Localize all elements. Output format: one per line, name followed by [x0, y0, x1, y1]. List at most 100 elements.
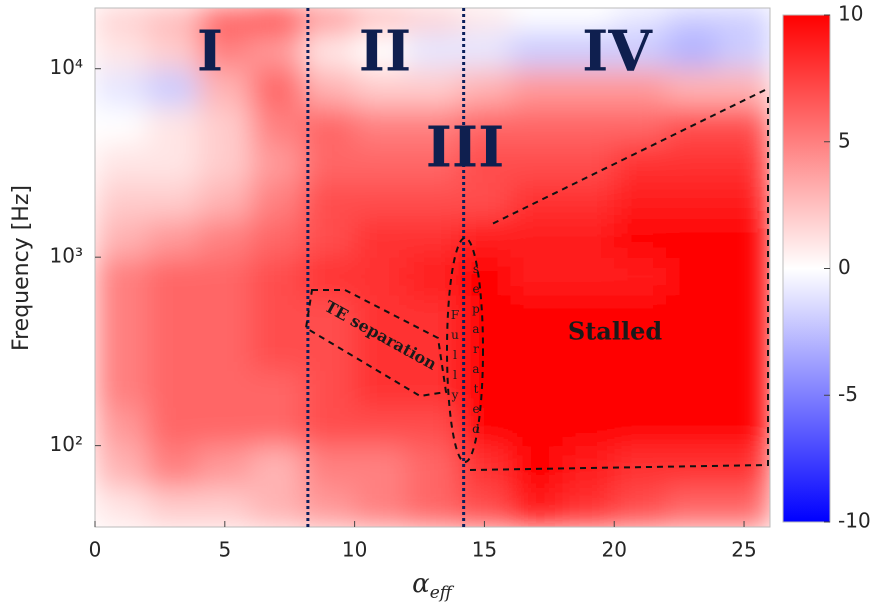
heatmap-cell [198, 68, 252, 108]
y-tick-label: 10³ [50, 244, 83, 268]
heatmap-cell [146, 332, 200, 372]
heatmap-cell [666, 294, 719, 333]
heatmap-cell [614, 332, 667, 372]
heatmap-cell [302, 8, 356, 31]
te-separation-outline [304, 289, 448, 398]
heatmap-cell [198, 407, 252, 447]
heatmap-cell [510, 68, 563, 108]
annotation: separated [469, 262, 483, 442]
heatmap-cell [510, 106, 563, 145]
heatmap-cell [198, 30, 252, 70]
heatmap-cell [95, 407, 148, 447]
heatmap-cell [198, 445, 252, 488]
heatmap-cell [718, 257, 770, 296]
heatmap-cell [718, 445, 770, 488]
x-tick-label: 15 [472, 538, 497, 562]
heatmap-cell [718, 182, 770, 220]
heatmap-cell [354, 68, 408, 108]
heatmap-cell [95, 68, 148, 108]
heatmap-cell [302, 407, 356, 447]
heatmap-cell [250, 143, 304, 183]
x-axis-label: αeff [412, 569, 455, 603]
heatmap-cell [198, 143, 252, 183]
annotation: Stalled [568, 317, 662, 346]
heatmap-cell [406, 257, 459, 296]
heatmap-cell [354, 106, 408, 145]
heatmap-cell [95, 8, 148, 31]
heatmap-cell [198, 182, 252, 220]
heatmap-cell [666, 370, 719, 408]
heatmap-cell [198, 257, 252, 296]
heatmap-cell [718, 332, 770, 372]
heatmap-cell [354, 487, 408, 527]
heatmap-cell [198, 487, 252, 527]
heatmap-cell [95, 218, 148, 258]
heatmap-cell [718, 8, 770, 31]
heatmap-cell [302, 182, 356, 220]
heatmap-cell [666, 332, 719, 372]
heatmap-cell [95, 143, 148, 183]
heatmap-cell [302, 30, 356, 70]
heatmap [95, 8, 770, 527]
heatmap-cell [458, 68, 511, 108]
heatmap-cell [406, 143, 459, 183]
heatmap-cell [510, 30, 563, 70]
heatmap-cell [146, 218, 200, 258]
heatmap-cell [458, 30, 511, 70]
heatmap-cell [406, 68, 459, 108]
heatmap-cell [458, 332, 511, 372]
heatmap-cell [406, 487, 459, 527]
plot-frame [94, 7, 771, 528]
heatmap-cell [250, 487, 304, 527]
x-label-subscript: eff [430, 583, 455, 603]
heatmap-cell [666, 407, 719, 447]
heatmap-cell [250, 218, 304, 258]
heatmap-cell [562, 407, 615, 447]
heatmap-cell [614, 106, 667, 145]
heatmap-cell [562, 332, 615, 372]
heatmap-cell [718, 370, 770, 408]
heatmap-cell [458, 8, 511, 31]
heatmap-cell [146, 68, 200, 108]
stalled-outline [469, 89, 769, 471]
heatmap-cell [354, 182, 408, 220]
heatmap-cell [510, 407, 563, 447]
heatmap-cell [458, 218, 511, 258]
heatmap-cell [666, 257, 719, 296]
heatmap-cell [510, 218, 563, 258]
heatmap-cell [146, 445, 200, 488]
heatmap-cell [250, 294, 304, 333]
heatmap-cell [614, 407, 667, 447]
heatmap-cell [198, 8, 252, 31]
heatmap-cell [666, 182, 719, 220]
heatmap-cell [510, 257, 563, 296]
heatmap-cell [562, 257, 615, 296]
heatmap-cell [146, 407, 200, 447]
heatmap-cell [354, 30, 408, 70]
heatmap-cell [562, 182, 615, 220]
heatmap-cell [302, 68, 356, 108]
fully-separated-outline [446, 237, 484, 463]
heatmap-cell [458, 257, 511, 296]
heatmap-cell [718, 218, 770, 258]
region-label: III [426, 115, 505, 181]
heatmap-cell [406, 30, 459, 70]
heatmap-cell [666, 218, 719, 258]
region-label: IV [582, 19, 653, 85]
heatmap-cell [458, 445, 511, 488]
heatmap-cell [198, 370, 252, 408]
heatmap-cell [458, 370, 511, 408]
heatmap-cell [250, 407, 304, 447]
heatmap-cell [146, 370, 200, 408]
heatmap-cell [666, 487, 719, 527]
heatmap-cell [250, 370, 304, 408]
heatmap-cell [354, 407, 408, 447]
colorbar-tick-label: 0 [838, 255, 851, 279]
heatmap-cell [718, 143, 770, 183]
heatmap-cell [95, 106, 148, 145]
heatmap-cell [458, 182, 511, 220]
heatmap-cell [562, 218, 615, 258]
heatmap-cell [562, 370, 615, 408]
heatmap-cell [666, 143, 719, 183]
